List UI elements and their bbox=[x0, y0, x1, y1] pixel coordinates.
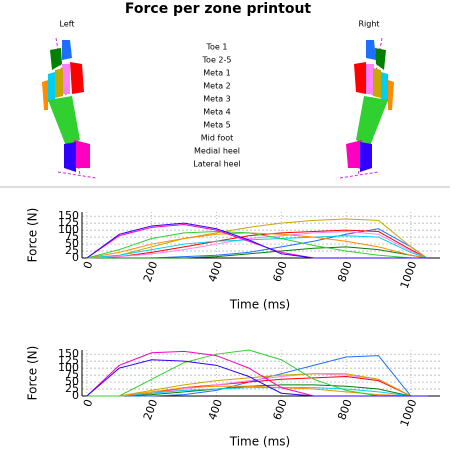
zone bbox=[64, 142, 76, 172]
x-tick-label: 400 bbox=[206, 398, 225, 422]
zone bbox=[388, 80, 394, 110]
series-line bbox=[86, 387, 428, 397]
x-tick-label: 1000 bbox=[398, 260, 420, 291]
zone bbox=[375, 48, 386, 70]
y-tick-label: 50 bbox=[65, 237, 79, 250]
series-line bbox=[86, 373, 428, 397]
zone bbox=[360, 142, 372, 172]
x-axis-label: Time (ms) bbox=[229, 298, 291, 312]
y-tick-label: 125 bbox=[58, 354, 79, 367]
series-line bbox=[86, 231, 428, 259]
series-line bbox=[86, 384, 428, 397]
y-tick-label: 25 bbox=[65, 382, 79, 395]
series-line bbox=[86, 218, 428, 259]
zone bbox=[48, 96, 80, 146]
legend-entry: Mid foot bbox=[201, 134, 234, 143]
zone bbox=[366, 64, 374, 94]
zone bbox=[381, 72, 388, 102]
left-foot bbox=[42, 37, 97, 179]
legend-entry: Meta 3 bbox=[203, 95, 231, 104]
series-line bbox=[86, 231, 428, 259]
foot-axis bbox=[339, 171, 379, 179]
series-line bbox=[86, 235, 428, 259]
zone bbox=[346, 140, 362, 168]
series-line bbox=[86, 229, 428, 259]
y-tick-label: 125 bbox=[58, 216, 79, 229]
zone bbox=[70, 62, 84, 94]
y-tick-label: 150 bbox=[58, 347, 79, 360]
right-foot-label: Right bbox=[358, 20, 379, 29]
legend-entry: Medial heel bbox=[194, 147, 240, 156]
x-tick-label: 800 bbox=[335, 398, 354, 422]
left-foot-label: Left bbox=[59, 20, 74, 29]
y-tick-label: 75 bbox=[65, 230, 79, 243]
zone bbox=[55, 68, 63, 98]
series-line bbox=[86, 246, 428, 259]
y-tick-label: 100 bbox=[58, 223, 79, 236]
zone bbox=[373, 68, 381, 98]
x-tick-label: 0 bbox=[81, 260, 96, 271]
x-axis-label: Time (ms) bbox=[229, 435, 291, 449]
x-tick-label: 600 bbox=[270, 398, 289, 422]
x-tick-label: 200 bbox=[141, 398, 160, 422]
x-tick-label: 600 bbox=[270, 260, 289, 284]
series-line bbox=[86, 385, 428, 397]
y-tick-label: 25 bbox=[65, 244, 79, 257]
zone bbox=[74, 140, 90, 168]
legend-entry: Meta 2 bbox=[203, 82, 231, 91]
zone bbox=[356, 96, 388, 146]
legend-entry: Meta 1 bbox=[203, 69, 231, 78]
y-tick-label: 150 bbox=[58, 209, 79, 222]
series-line bbox=[86, 232, 428, 259]
x-tick-label: 1000 bbox=[398, 398, 420, 429]
legend-entry: Meta 4 bbox=[203, 108, 231, 117]
y-tick-label: 50 bbox=[65, 375, 79, 388]
series-line bbox=[86, 355, 428, 397]
legend-entry: Meta 5 bbox=[203, 121, 231, 130]
y-tick-label: 0 bbox=[72, 251, 79, 264]
zone bbox=[366, 40, 376, 60]
zone bbox=[354, 62, 366, 94]
zone bbox=[48, 72, 55, 102]
legend-entry: Lateral heel bbox=[193, 160, 241, 169]
y-axis-label: Force (N) bbox=[26, 208, 40, 263]
series-line bbox=[86, 222, 428, 259]
series-line bbox=[86, 359, 428, 397]
foot-axis bbox=[57, 171, 97, 179]
zone bbox=[62, 40, 72, 60]
zone bbox=[50, 48, 62, 70]
x-tick-label: 400 bbox=[206, 260, 225, 284]
page-title: Force per zone printout bbox=[125, 1, 312, 17]
right-foot bbox=[339, 37, 394, 179]
legend-entry: Toe 2-5 bbox=[202, 56, 232, 65]
y-tick-label: 0 bbox=[72, 389, 79, 402]
x-tick-label: 200 bbox=[141, 260, 160, 284]
zone bbox=[62, 64, 70, 94]
legend-entry: Toe 1 bbox=[206, 43, 228, 52]
x-tick-label: 800 bbox=[335, 260, 354, 284]
y-tick-label: 100 bbox=[58, 361, 79, 374]
zone bbox=[42, 80, 48, 110]
y-tick-label: 75 bbox=[65, 368, 79, 381]
x-tick-label: 0 bbox=[81, 398, 96, 409]
y-axis-label: Force (N) bbox=[26, 346, 40, 401]
